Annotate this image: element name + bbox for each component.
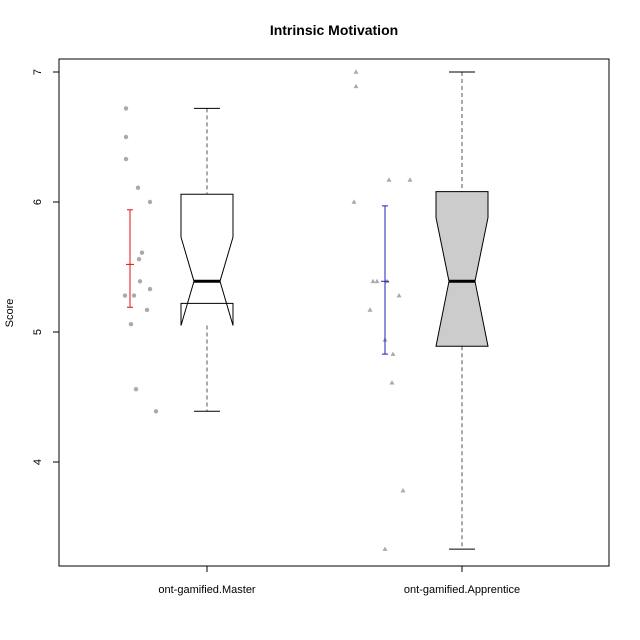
y-tick-label: 4 — [32, 459, 44, 465]
box-group — [351, 69, 489, 551]
data-point — [135, 185, 141, 190]
x-axis: ont-gamified.Master ont-gamified.Apprenti… — [158, 566, 520, 596]
x-tick-label: ont-gamified.Apprentice — [404, 584, 520, 596]
data-point — [396, 293, 402, 298]
y-axis: 4 5 6 7 — [32, 69, 59, 465]
notched-box — [435, 191, 489, 347]
data-point — [382, 546, 388, 551]
data-point — [123, 156, 129, 162]
data-point — [139, 250, 145, 255]
data-point — [351, 199, 357, 204]
data-point — [147, 199, 153, 205]
data-point — [133, 387, 139, 392]
data-point — [144, 307, 150, 313]
data-point — [407, 177, 413, 182]
data-point — [123, 106, 129, 111]
data-point — [153, 409, 159, 414]
data-point — [374, 278, 380, 284]
y-tick-label: 6 — [32, 199, 44, 205]
chart-title: Intrinsic Motivation — [270, 22, 398, 38]
y-axis-label: Score — [4, 299, 16, 328]
y-tick-label: 7 — [32, 69, 44, 75]
data-point — [390, 351, 396, 356]
data-point — [123, 134, 129, 140]
data-point — [136, 257, 142, 262]
x-tick-label: ont-gamified.Master — [158, 584, 256, 596]
data-point — [370, 278, 376, 284]
data-point — [128, 322, 134, 327]
box-groups — [122, 69, 489, 551]
data-point — [353, 83, 359, 89]
plot-frame — [58, 58, 610, 567]
y-tick-label: 5 — [32, 329, 44, 335]
data-point — [386, 177, 392, 182]
data-point — [131, 293, 137, 298]
box-group — [122, 106, 234, 414]
data-point — [147, 286, 153, 292]
data-point — [353, 69, 359, 74]
data-point — [400, 488, 406, 493]
data-point — [137, 279, 143, 284]
notched-box — [180, 193, 234, 326]
data-point — [122, 293, 128, 298]
data-point — [367, 307, 373, 312]
data-point — [389, 380, 395, 385]
